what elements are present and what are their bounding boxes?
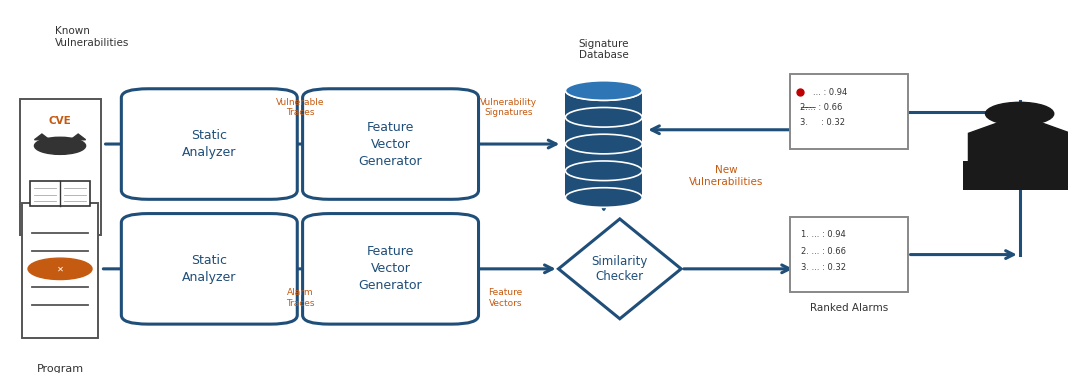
Text: ✕: ✕ [57, 264, 63, 273]
FancyBboxPatch shape [21, 203, 98, 338]
Ellipse shape [566, 81, 642, 100]
Text: 1. ... : 0.94: 1. ... : 0.94 [801, 231, 846, 239]
Text: ... : 0.94: ... : 0.94 [812, 88, 847, 97]
Text: Alarm
Traces: Alarm Traces [285, 288, 314, 308]
Text: 3.     : 0.32: 3. : 0.32 [800, 118, 845, 127]
Text: Feature
Vectors: Feature Vectors [489, 288, 523, 308]
Ellipse shape [566, 134, 642, 154]
Text: Signature
Database: Signature Database [578, 39, 629, 60]
Polygon shape [969, 123, 1069, 162]
Polygon shape [558, 219, 681, 319]
FancyBboxPatch shape [566, 91, 642, 198]
FancyBboxPatch shape [303, 214, 479, 324]
Text: Program: Program [36, 364, 83, 373]
Text: Ranked Alarms: Ranked Alarms [810, 303, 888, 313]
Ellipse shape [566, 81, 642, 100]
FancyBboxPatch shape [790, 217, 908, 292]
Ellipse shape [566, 188, 642, 207]
Circle shape [28, 258, 92, 279]
Text: Known
Vulnerabilities: Known Vulnerabilities [55, 26, 129, 48]
FancyBboxPatch shape [790, 75, 908, 149]
Text: Similarity
Checker: Similarity Checker [591, 255, 648, 283]
Text: Vulnerability
Signatures: Vulnerability Signatures [480, 98, 538, 117]
FancyBboxPatch shape [19, 100, 100, 235]
FancyBboxPatch shape [963, 161, 1069, 190]
Ellipse shape [566, 161, 642, 181]
FancyBboxPatch shape [983, 140, 1056, 161]
Ellipse shape [566, 107, 642, 127]
Text: New
Vulnerabilities: New Vulnerabilities [690, 165, 763, 187]
Text: 2. ... : 0.66: 2. ... : 0.66 [801, 247, 846, 256]
Text: Feature
Vector
Generator: Feature Vector Generator [359, 120, 422, 167]
FancyBboxPatch shape [122, 214, 297, 324]
Text: 3. ... : 0.32: 3. ... : 0.32 [801, 263, 846, 272]
FancyBboxPatch shape [303, 89, 479, 199]
Text: Static
Analyzer: Static Analyzer [182, 254, 236, 284]
FancyBboxPatch shape [30, 182, 90, 206]
Text: Static
Analyzer: Static Analyzer [182, 129, 236, 159]
Text: Vulnerable
Traces: Vulnerable Traces [276, 98, 324, 117]
Polygon shape [34, 134, 49, 140]
Text: CVE: CVE [49, 116, 72, 126]
Text: 2̶.̶.̶.̶.̶ : 0.66: 2̶.̶.̶.̶.̶ : 0.66 [800, 103, 842, 112]
FancyBboxPatch shape [122, 89, 297, 199]
Circle shape [986, 102, 1054, 125]
Circle shape [34, 137, 86, 154]
Polygon shape [71, 134, 86, 140]
Text: Feature
Vector
Generator: Feature Vector Generator [359, 245, 422, 292]
